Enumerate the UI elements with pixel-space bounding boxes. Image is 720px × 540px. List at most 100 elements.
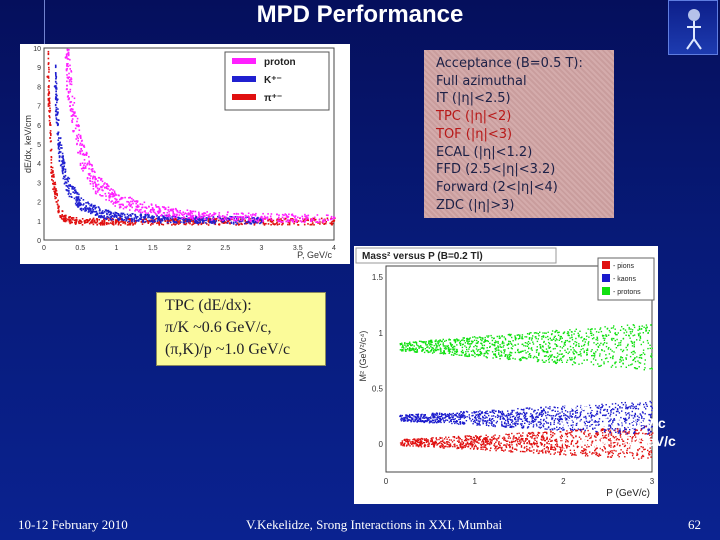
mass2-point-kaons <box>617 410 619 413</box>
mass2-point-protons <box>571 336 573 339</box>
mass2-point-pions <box>542 452 544 454</box>
dedx-point-proton <box>164 208 166 211</box>
mass2-point-kaons <box>604 408 606 411</box>
dedx-data-point <box>115 219 118 222</box>
mass2-point-kaons <box>624 427 626 429</box>
dedx-point-π⁺⁻ <box>56 204 59 206</box>
mass2-point-protons <box>410 349 413 351</box>
dedx-point-proton <box>114 202 117 204</box>
mass2-point-pions <box>542 437 545 439</box>
mass2-point-pions <box>570 452 572 454</box>
dedx-point-π⁺⁻ <box>176 222 179 224</box>
dedx-point-K⁺⁻ <box>167 218 170 221</box>
mass2-point-protons <box>621 350 624 353</box>
dedx-point-π⁺⁻ <box>51 175 53 178</box>
dedx-point-π⁺⁻ <box>117 223 120 226</box>
dedx-point-proton <box>304 220 307 223</box>
mass2-point-pions <box>549 438 551 440</box>
dedx-data-point <box>53 85 57 88</box>
dedx-point-proton <box>170 209 172 212</box>
dedx-point-π⁺⁻ <box>62 215 64 218</box>
dedx-point-π⁺⁻ <box>288 222 291 225</box>
mass2-point-pions <box>407 440 409 443</box>
mass2-point-kaons <box>583 409 585 412</box>
dedx-point-K⁺⁻ <box>213 221 215 224</box>
dedx-point-proton <box>178 211 180 214</box>
dedx-point-π⁺⁻ <box>115 221 118 224</box>
dedx-point-π⁺⁻ <box>50 134 52 137</box>
dedx-point-π⁺⁻ <box>146 220 148 222</box>
dedx-point-K⁺⁻ <box>125 217 127 219</box>
dedx-point-π⁺⁻ <box>47 77 50 79</box>
mass2-point-protons <box>453 339 455 341</box>
dedx-point-proton <box>81 150 83 152</box>
mass2-point-kaons <box>501 423 503 425</box>
dedx-point-K⁺⁻ <box>74 202 77 205</box>
mass2-point-kaons <box>526 407 529 409</box>
dedx-point-π⁺⁻ <box>48 104 51 107</box>
dedx-point-π⁺⁻ <box>121 220 123 222</box>
dedx-point-π⁺⁻ <box>184 223 187 226</box>
mass2-point-kaons <box>422 417 425 419</box>
dedx-point-K⁺⁻ <box>231 216 233 218</box>
mass2-point-kaons <box>502 416 504 419</box>
dedx-point-π⁺⁻ <box>270 223 272 226</box>
mass2-point-pions <box>497 437 499 440</box>
mass2-point-kaons <box>628 414 631 416</box>
mass2-point-kaons <box>402 417 404 420</box>
mass2-point-protons <box>604 357 607 360</box>
dedx-point-proton <box>79 142 82 145</box>
dedx-point-proton <box>303 221 306 223</box>
dedx-point-K⁺⁻ <box>232 223 235 225</box>
mass2-point-kaons <box>520 424 523 427</box>
dedx-point-proton <box>250 216 253 218</box>
mass2-point-pions <box>495 446 497 448</box>
dedx-point-proton <box>243 217 245 220</box>
mass2-point-kaons <box>626 433 629 435</box>
dedx-point-K⁺⁻ <box>54 66 57 69</box>
mass2-point-kaons <box>478 415 480 417</box>
mass2-point-kaons <box>571 428 574 431</box>
mass2-point-pions <box>442 447 444 449</box>
mass2-point-protons <box>454 338 456 341</box>
dedx-point-K⁺⁻ <box>167 217 169 220</box>
dedx-point-K⁺⁻ <box>59 141 61 144</box>
dedx-point-π⁺⁻ <box>56 193 58 195</box>
mass2-point-pions <box>649 447 651 449</box>
mass2-point-pions <box>401 441 404 444</box>
dedx-point-K⁺⁻ <box>99 209 101 212</box>
mass2-point-kaons <box>649 431 652 433</box>
mass2-point-kaons <box>644 413 646 415</box>
dedx-point-proton <box>173 213 176 216</box>
mass2-point-protons <box>401 350 403 352</box>
mass2-point-pions <box>571 454 573 456</box>
mass2-point-pions <box>504 437 506 440</box>
mass2-point-pions <box>582 441 584 443</box>
mass2-point-kaons <box>493 409 495 411</box>
dedx-point-K⁺⁻ <box>98 212 101 214</box>
mass2-point-kaons <box>462 421 464 423</box>
dedx-point-proton <box>111 200 113 202</box>
mass2-point-pions <box>518 436 520 439</box>
mass2-point-pions <box>430 438 432 440</box>
mass2-point-kaons <box>432 415 434 417</box>
dedx-point-K⁺⁻ <box>72 186 74 188</box>
dedx-point-proton <box>94 171 96 173</box>
mass2-point-pions <box>545 452 547 454</box>
mass2-point-protons <box>549 354 551 356</box>
dedx-point-K⁺⁻ <box>60 163 63 166</box>
mass2-point-pions <box>454 446 456 448</box>
mass2-point-kaons <box>530 422 532 425</box>
mass2-point-pions <box>617 454 619 456</box>
mass2-point-pions <box>609 456 612 458</box>
dedx-point-proton <box>189 214 191 216</box>
mass2-point-pions <box>642 454 644 457</box>
mass2-point-kaons <box>577 423 580 425</box>
mass2-point-pions <box>489 439 492 441</box>
mass2-point-kaons <box>479 413 481 415</box>
dedx-point-K⁺⁻ <box>150 217 152 219</box>
mass2-point-kaons <box>542 424 544 427</box>
mass2-point-pions <box>494 446 497 449</box>
mass2-point-kaons <box>446 419 449 421</box>
mass2-point-kaons <box>645 402 647 404</box>
